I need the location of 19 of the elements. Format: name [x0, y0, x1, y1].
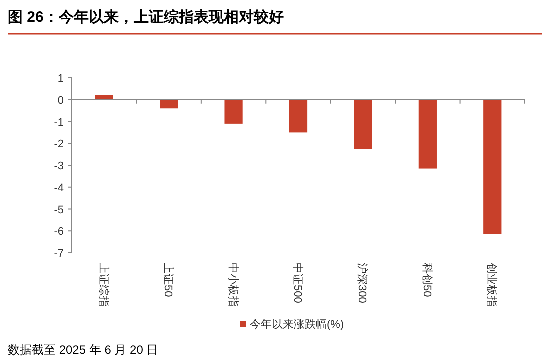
- y-tick-label: 1: [58, 73, 64, 85]
- x-tick-label: 上证50: [162, 263, 176, 298]
- y-tick-label: -1: [54, 116, 64, 129]
- y-tick-label: -6: [54, 226, 64, 238]
- legend-label: 今年以来涨跌幅(%): [250, 318, 344, 331]
- y-tick-label: -3: [54, 160, 64, 172]
- x-tick-label: 上证综指: [97, 263, 110, 307]
- x-tick-label: 中小板指: [226, 263, 240, 307]
- y-tick-label: -5: [54, 204, 64, 216]
- chart-title: 图 26：今年以来，上证综指表现相对较好: [8, 9, 284, 26]
- y-tick-label: 0: [58, 94, 64, 107]
- x-tick-label: 科创50: [420, 263, 433, 298]
- y-tick-label: -2: [54, 138, 64, 151]
- y-tick-label: -4: [54, 182, 64, 194]
- text: 数据截至 2025 年 6 月 20 日: [8, 343, 159, 357]
- y-tick-label: -7: [54, 248, 64, 260]
- x-tick-label: 创业板指: [486, 263, 499, 307]
- x-tick-label: 沪深300: [356, 263, 370, 304]
- x-tick-label: 中证500: [292, 263, 304, 304]
